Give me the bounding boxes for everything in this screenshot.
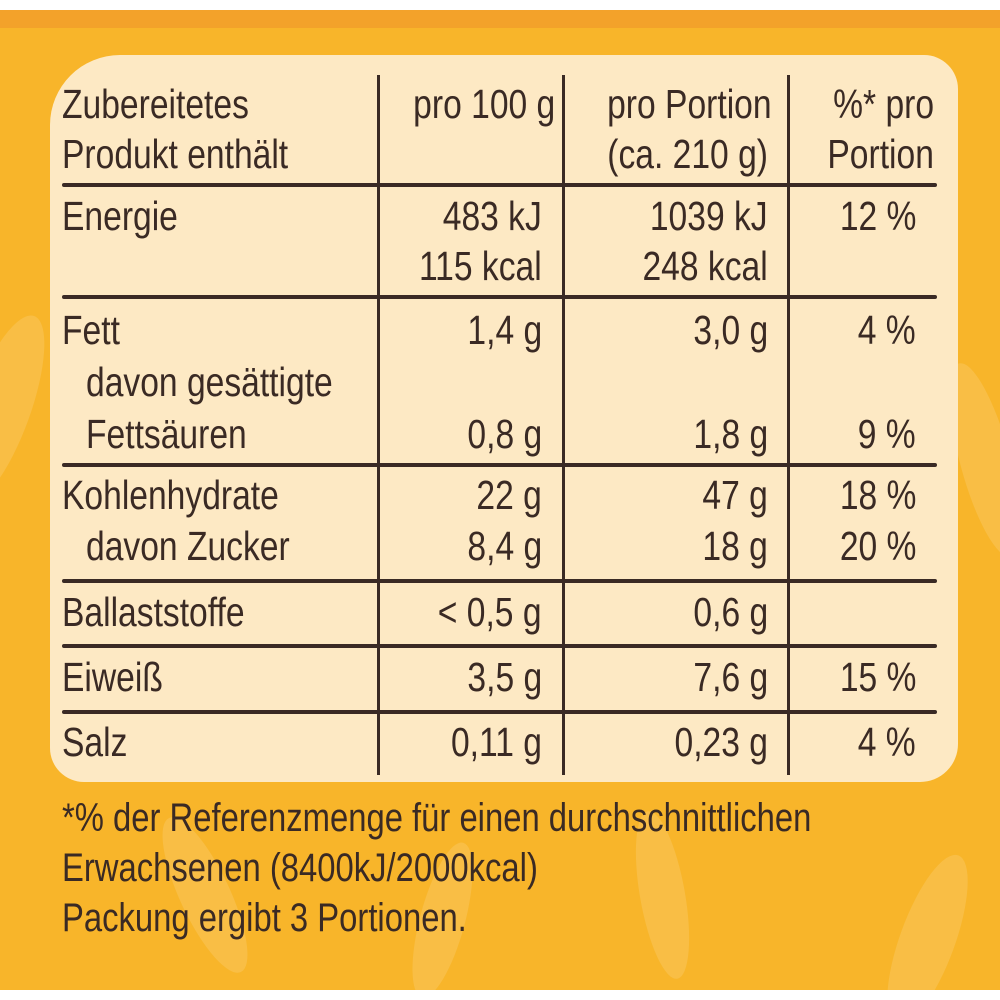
column-divider xyxy=(377,75,380,775)
value-per100: 1,4 g xyxy=(467,307,542,353)
value-portion: 7,6 g xyxy=(693,654,768,700)
column-divider xyxy=(562,75,565,775)
column-divider xyxy=(787,75,790,775)
row-label-ballaststoffe: Ballaststoffe xyxy=(62,589,245,635)
value-portion: 0,23 g xyxy=(674,719,768,765)
value-ri: 4 % xyxy=(858,719,916,765)
row-divider xyxy=(62,710,937,714)
row-label-eiweiss: Eiweiß xyxy=(62,654,163,700)
value-per100: 0,11 g xyxy=(451,719,542,765)
value-portion: 47 g xyxy=(702,472,768,518)
decorative-petal xyxy=(870,846,985,990)
header-col-portion-line2: (ca. 210 g) xyxy=(607,131,768,177)
value-per100: 0,8 g xyxy=(467,411,542,457)
value-portion: 18 g xyxy=(702,523,768,569)
value-ri: 12 % xyxy=(839,193,916,239)
header-col-portion: pro Portion xyxy=(607,81,772,127)
footnote-adult: Erwachsenen (8400kJ/2000kcal) xyxy=(62,846,538,890)
value-ri: 9 % xyxy=(858,411,916,457)
row-label-fettsaeuren: Fettsäuren xyxy=(86,411,247,457)
row-label-gesaettigte: davon gesättigte xyxy=(86,359,333,405)
row-divider xyxy=(62,183,937,187)
header-col-ri: %* pro xyxy=(833,81,934,127)
value-per100-kcal: 115 kcal xyxy=(419,243,542,289)
footnote-portions: Packung ergibt 3 Portionen. xyxy=(62,896,467,940)
value-per100: 22 g xyxy=(476,472,542,518)
value-per100: < 0,5 g xyxy=(438,589,542,635)
value-portion-kcal: 248 kcal xyxy=(642,243,768,289)
value-portion: 0,6 g xyxy=(693,589,768,635)
value-ri: 15 % xyxy=(839,654,916,700)
footnote-reference: *% der Referenzmenge für einen durchschn… xyxy=(62,796,812,840)
value-ri: 20 % xyxy=(839,523,916,569)
row-divider xyxy=(62,295,937,299)
value-portion-kj: 1039 kJ xyxy=(650,193,768,239)
header-col-nutrient: Zubereitetes xyxy=(62,81,249,127)
row-label-energie: Energie xyxy=(62,193,178,239)
row-label-zucker: davon Zucker xyxy=(86,523,290,569)
value-ri: 18 % xyxy=(839,472,916,518)
value-per100: 3,5 g xyxy=(467,654,542,700)
header-col-ri-line2: Portion xyxy=(827,131,934,177)
value-per100: 8,4 g xyxy=(467,523,542,569)
row-label-salz: Salz xyxy=(62,719,128,765)
band-top-strip xyxy=(0,10,1000,28)
row-label-fett: Fett xyxy=(62,307,120,353)
value-portion: 3,0 g xyxy=(693,307,768,353)
row-label-kohlenhydrate: Kohlenhydrate xyxy=(62,472,279,518)
row-divider xyxy=(62,463,937,467)
header-col-nutrient-line2: Produkt enthält xyxy=(62,131,289,177)
value-per100-kj: 483 kJ xyxy=(442,193,542,239)
nutrition-table-card xyxy=(50,55,958,782)
row-divider xyxy=(62,644,937,648)
value-ri: 4 % xyxy=(858,307,916,353)
value-portion: 1,8 g xyxy=(693,411,768,457)
row-divider xyxy=(62,579,937,583)
header-col-per100: pro 100 g xyxy=(412,81,555,127)
